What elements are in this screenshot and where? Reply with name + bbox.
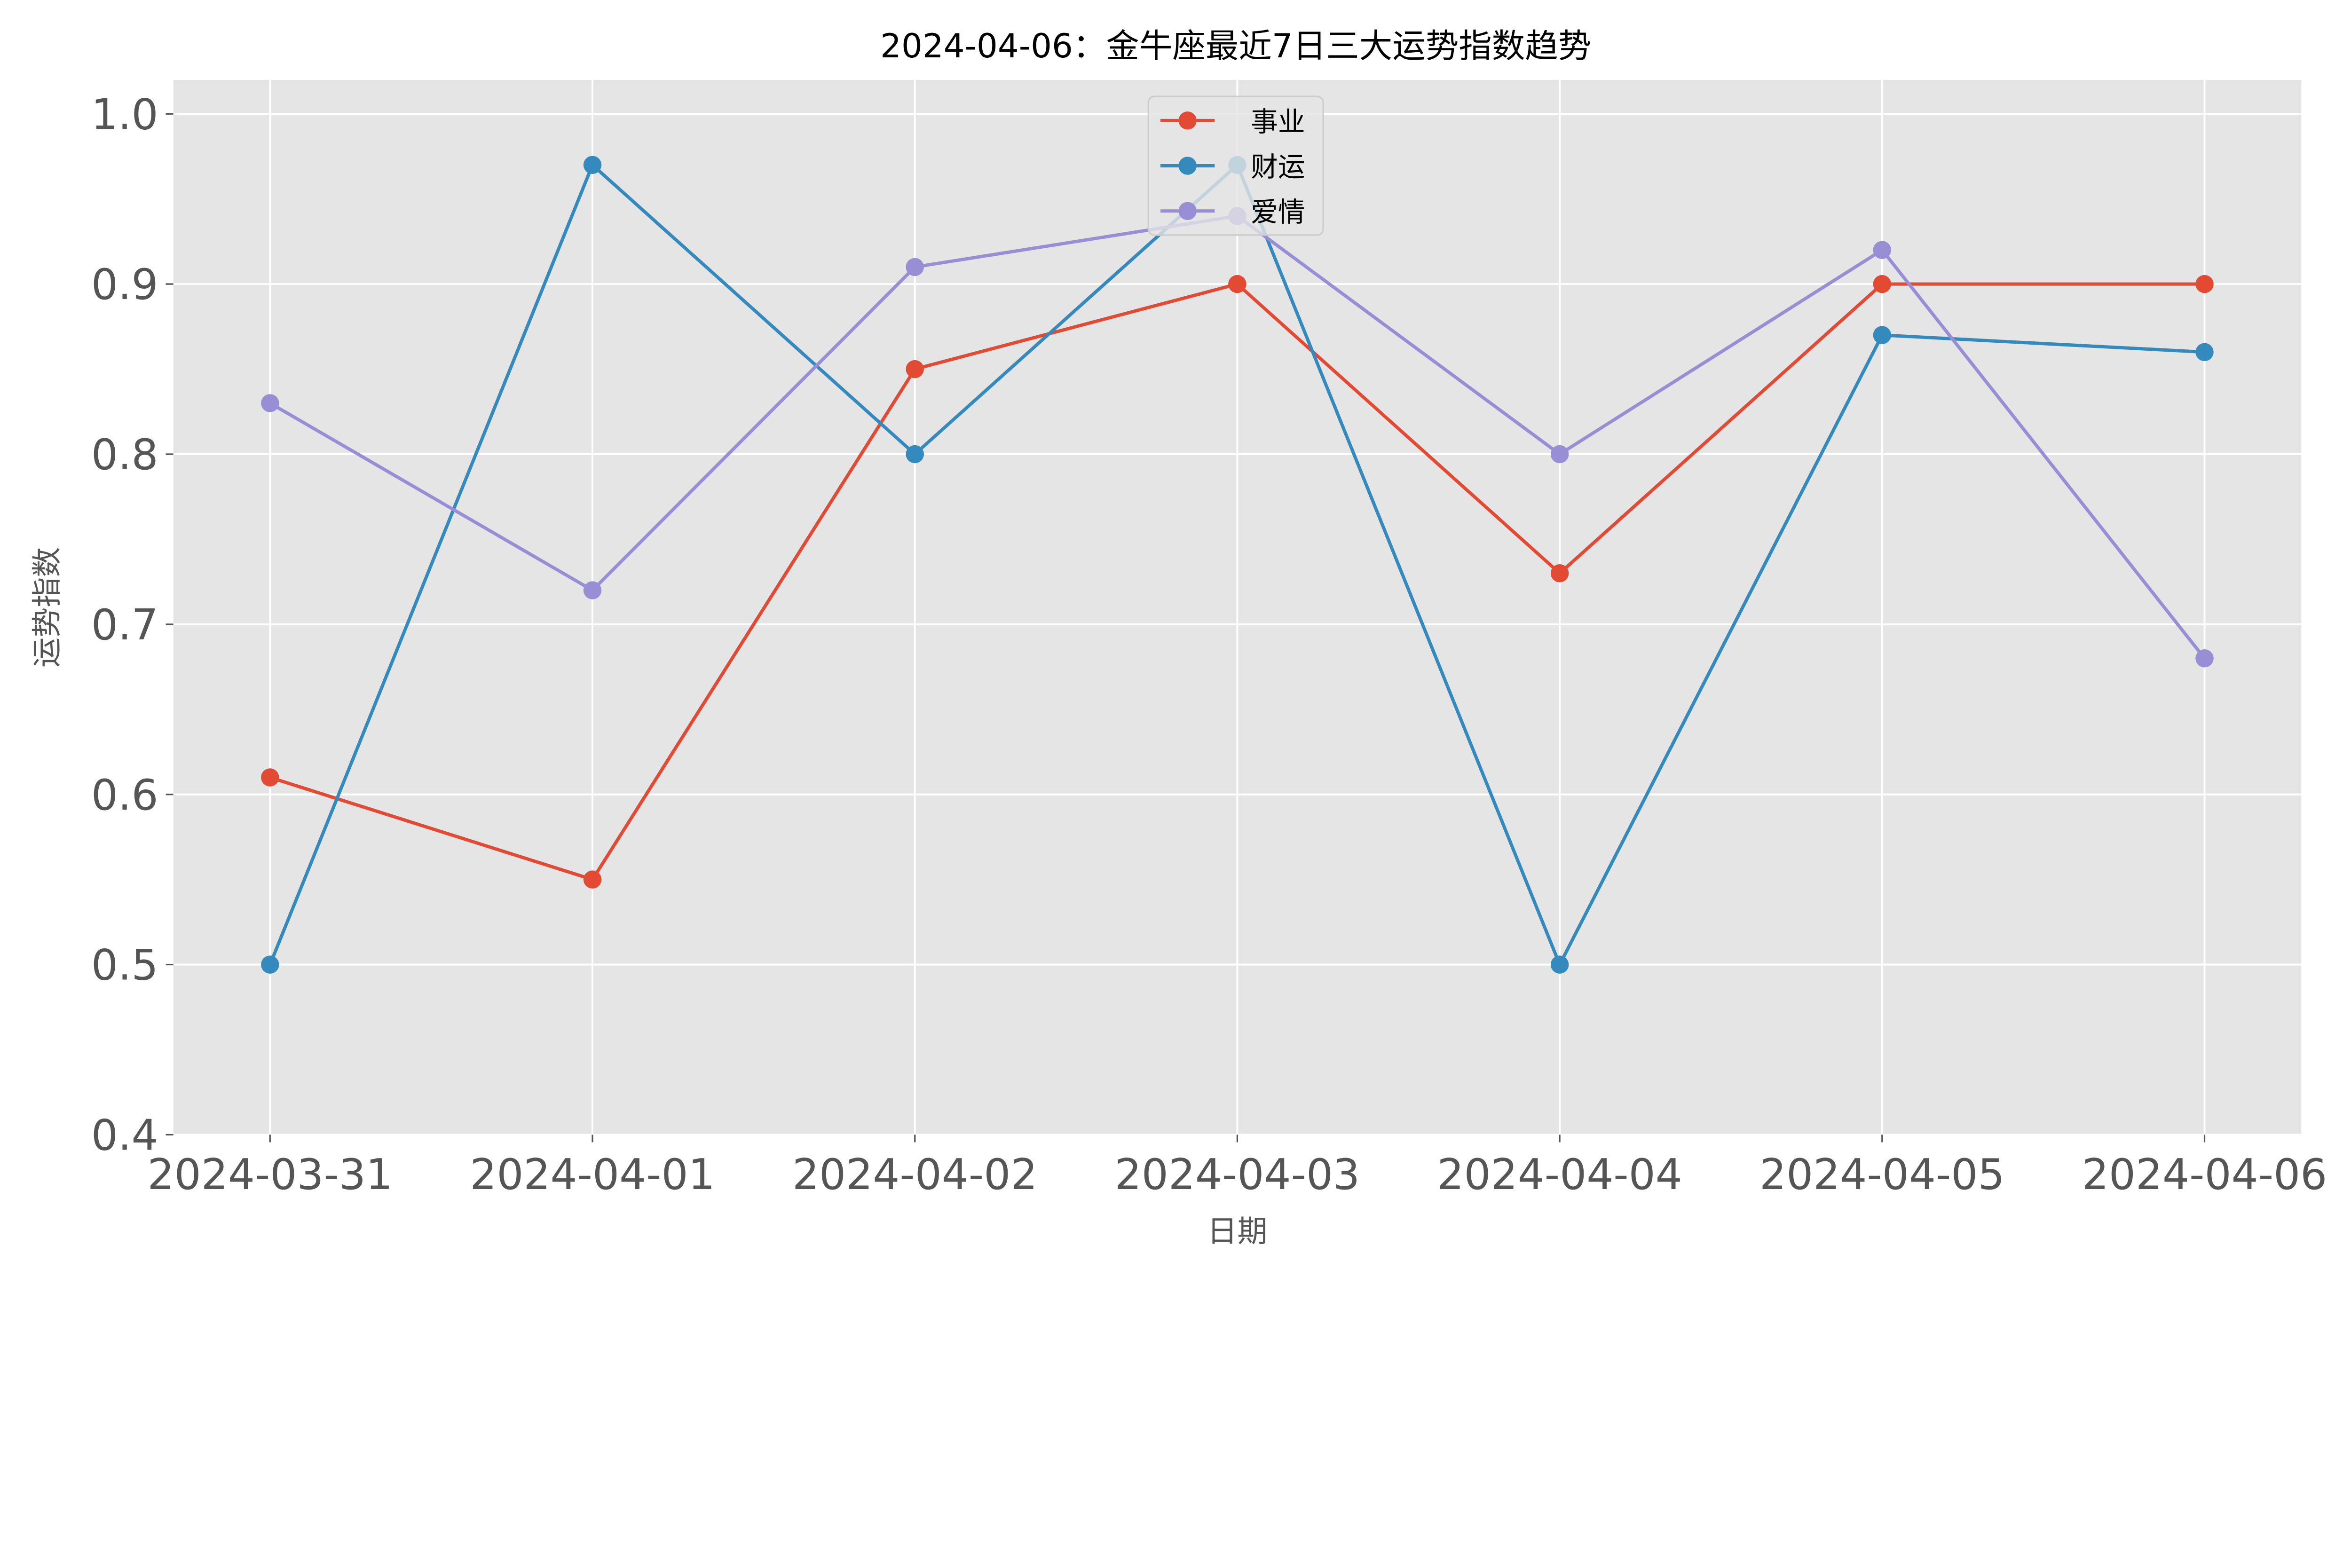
x-tick-label: 2024-04-02 xyxy=(792,1150,1037,1199)
data-point xyxy=(261,768,279,787)
data-point xyxy=(1550,445,1569,464)
data-point xyxy=(906,360,924,378)
data-point xyxy=(1550,955,1569,974)
data-point xyxy=(1550,564,1569,583)
x-tick-label: 2024-04-04 xyxy=(1437,1150,1682,1199)
data-point xyxy=(583,870,602,889)
axes: 0.4 0.5 0.6 0.7 0.8 0.9 1.0 2024-03-31 2024-04-0… xyxy=(91,90,2327,1199)
legend-marker xyxy=(1178,157,1197,175)
data-point xyxy=(261,394,279,412)
legend-box xyxy=(1147,95,1324,236)
x-axis-label: 日期 xyxy=(1207,1214,1267,1249)
series-group xyxy=(261,156,2214,974)
line-chart: 2024-04-06：金牛座最近7日三大运势指数趋势 0.40.50.60.70… xyxy=(30,27,2327,1249)
series-事业 xyxy=(261,275,2214,889)
data-point xyxy=(583,581,602,599)
x-tick-label: 2024-03-31 xyxy=(148,1150,393,1199)
data-point xyxy=(1873,326,1892,344)
data-point xyxy=(2195,649,2214,668)
legend-marker xyxy=(1178,111,1197,130)
y-tick-label: 1.0 xyxy=(91,90,158,139)
legend-label: 财运 xyxy=(1251,151,1305,183)
data-point xyxy=(2195,275,2214,293)
data-point xyxy=(1873,275,1892,293)
data-point xyxy=(2195,343,2214,362)
y-tick-label: 0.9 xyxy=(91,260,158,309)
y-tick-label: 0.5 xyxy=(91,941,158,990)
data-point xyxy=(1228,275,1247,293)
legend-label: 爱情 xyxy=(1251,196,1305,228)
y-tick-label: 0.6 xyxy=(91,771,158,820)
y-tick-label: 0.8 xyxy=(91,431,158,480)
legend-marker xyxy=(1178,202,1197,220)
x-tick-label: 2024-04-06 xyxy=(2082,1150,2327,1199)
data-point xyxy=(906,445,924,464)
y-tick-label: 0.4 xyxy=(91,1111,158,1160)
legend-label: 事业 xyxy=(1251,106,1305,138)
data-point xyxy=(583,156,602,174)
grid xyxy=(173,79,2302,1136)
data-point xyxy=(906,258,924,276)
x-tick-label: 2024-04-01 xyxy=(470,1150,715,1199)
y-tick-label: 0.7 xyxy=(91,601,158,650)
x-tick-label: 2024-04-05 xyxy=(1759,1150,2005,1199)
y-axis-label: 运势指数 xyxy=(30,547,65,667)
chart-title: 2024-04-06：金牛座最近7日三大运势指数趋势 xyxy=(880,27,1591,65)
x-tick-label: 2024-04-03 xyxy=(1115,1150,1360,1199)
data-point xyxy=(1873,241,1892,259)
data-point xyxy=(261,955,279,974)
